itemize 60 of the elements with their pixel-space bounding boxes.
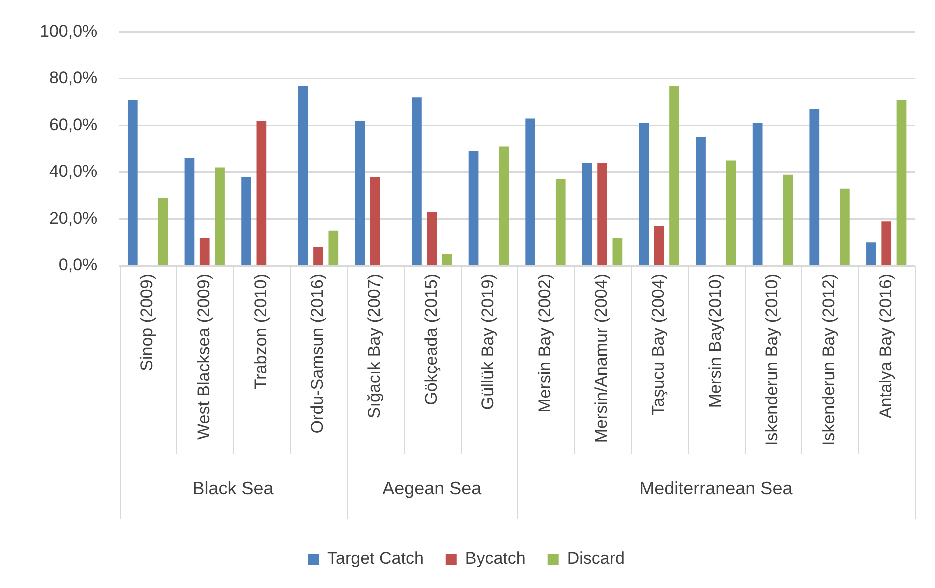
bar bbox=[840, 188, 850, 266]
bar bbox=[184, 158, 195, 266]
x-tick-label: Güllük Bay (2019) bbox=[478, 274, 498, 410]
bar bbox=[468, 151, 479, 266]
bar bbox=[598, 163, 608, 266]
bar bbox=[896, 100, 907, 266]
bar bbox=[298, 86, 308, 266]
bar bbox=[314, 247, 324, 266]
legend-label: Bycatch bbox=[465, 549, 526, 568]
x-tick-label: Ordu-Samsun (2016) bbox=[308, 274, 328, 434]
legend-label: Target Catch bbox=[328, 549, 424, 568]
bar bbox=[328, 230, 339, 266]
x-tick-label: Taşucu Bay (2004) bbox=[649, 274, 668, 416]
text: Black Sea bbox=[192, 478, 275, 498]
y-tick-label: 20,0% bbox=[49, 208, 98, 228]
x-tick-label: Sığacık Bay (2007) bbox=[364, 274, 384, 419]
bar bbox=[582, 163, 592, 266]
bar bbox=[256, 121, 267, 266]
bar bbox=[200, 238, 210, 266]
text: Aegean Sea bbox=[382, 478, 483, 498]
bar bbox=[158, 198, 168, 266]
bar bbox=[215, 168, 225, 266]
bar bbox=[427, 212, 438, 266]
bar bbox=[128, 100, 138, 266]
bar bbox=[355, 121, 366, 266]
y-tick-label: 0,0% bbox=[58, 256, 98, 275]
x-tick-label: West Blacksea (2009) bbox=[194, 274, 214, 440]
bar bbox=[726, 160, 736, 266]
bar bbox=[882, 222, 892, 266]
x-tick-label: Mersin Bay (2002) bbox=[535, 274, 554, 413]
y-tick-label: 40,0% bbox=[49, 162, 98, 182]
bar bbox=[810, 109, 820, 266]
bar bbox=[412, 98, 422, 266]
bar bbox=[639, 123, 650, 266]
x-tick-label: Sinop (2009) bbox=[138, 274, 157, 372]
bar bbox=[442, 254, 452, 266]
x-tick-label: Gökçeada (2015) bbox=[422, 274, 441, 406]
x-tick-label: Mersin/Anamur (2004) bbox=[592, 274, 612, 444]
text: Mediterranean Sea bbox=[640, 478, 794, 498]
bar bbox=[783, 174, 794, 266]
y-tick-label: 80,0% bbox=[49, 68, 98, 88]
bar bbox=[696, 137, 706, 266]
y-tick-label: 100,0% bbox=[40, 22, 98, 41]
bar bbox=[752, 123, 763, 266]
bar bbox=[370, 177, 380, 266]
bar bbox=[526, 118, 536, 266]
x-tick-label: Mersin Bay(2010) bbox=[706, 274, 725, 408]
legend-label: Discard bbox=[567, 549, 625, 568]
x-tick-label: Iskenderun Bay (2010) bbox=[762, 274, 782, 446]
bar bbox=[670, 86, 680, 266]
x-tick-label: Trabzon (2010) bbox=[251, 274, 270, 390]
bar bbox=[499, 146, 509, 266]
bar bbox=[866, 242, 876, 266]
bar bbox=[556, 180, 566, 266]
x-tick-label: Antalya Bay (2016) bbox=[876, 274, 896, 419]
x-tick-label: Iskenderun Bay (2012) bbox=[819, 274, 838, 446]
bar bbox=[242, 177, 252, 266]
bar bbox=[654, 226, 664, 266]
bar bbox=[612, 238, 623, 266]
y-tick-label: 60,0% bbox=[49, 115, 98, 134]
